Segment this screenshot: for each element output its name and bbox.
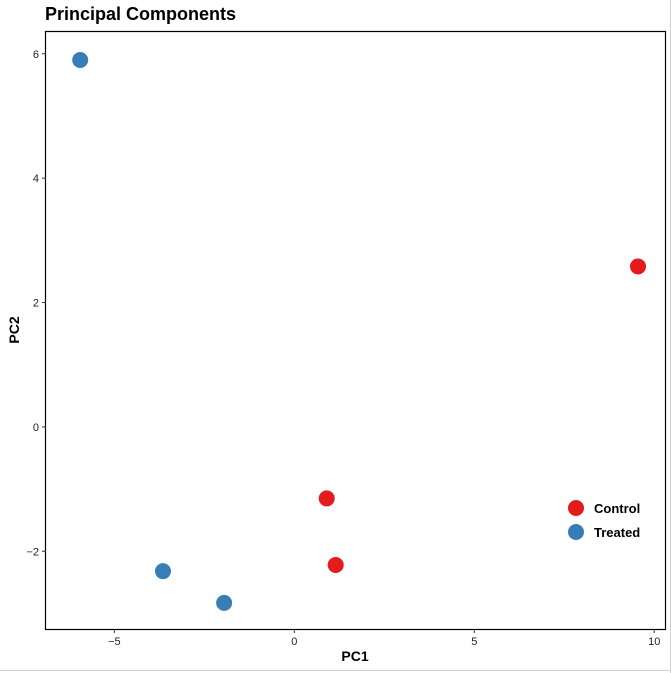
- point-treated-1: [72, 51, 89, 68]
- data-points: [72, 51, 647, 611]
- y-axis-label: PC2: [6, 316, 22, 343]
- point-control-3: [630, 258, 647, 275]
- x-tick-label: −5: [108, 636, 121, 648]
- y-tick-label: 0: [33, 422, 39, 434]
- x-axis-label: PC1: [341, 648, 368, 664]
- chart-title: Principal Components: [45, 4, 236, 24]
- legend-key-treated: [568, 524, 584, 540]
- y-axis-ticks: −2 0 2 4 6: [26, 49, 46, 558]
- legend: Control Treated: [568, 500, 640, 540]
- x-tick-label: 5: [471, 636, 477, 648]
- x-tick-label: 0: [291, 636, 297, 648]
- legend-label-control: Control: [594, 501, 640, 516]
- y-tick-label: 6: [33, 49, 39, 61]
- point-control-1: [318, 490, 335, 507]
- legend-key-control: [568, 500, 584, 516]
- point-control-2: [327, 556, 344, 573]
- y-tick-label: 4: [33, 173, 39, 185]
- legend-label-treated: Treated: [594, 525, 640, 540]
- point-treated-3: [216, 594, 233, 611]
- x-tick-label: 10: [648, 636, 660, 648]
- plot-panel-border: [44, 30, 667, 631]
- y-tick-label: 2: [33, 298, 39, 310]
- y-tick-label: −2: [26, 546, 39, 558]
- x-axis-ticks: −5 0 5 10: [108, 629, 660, 648]
- point-treated-2: [154, 563, 171, 580]
